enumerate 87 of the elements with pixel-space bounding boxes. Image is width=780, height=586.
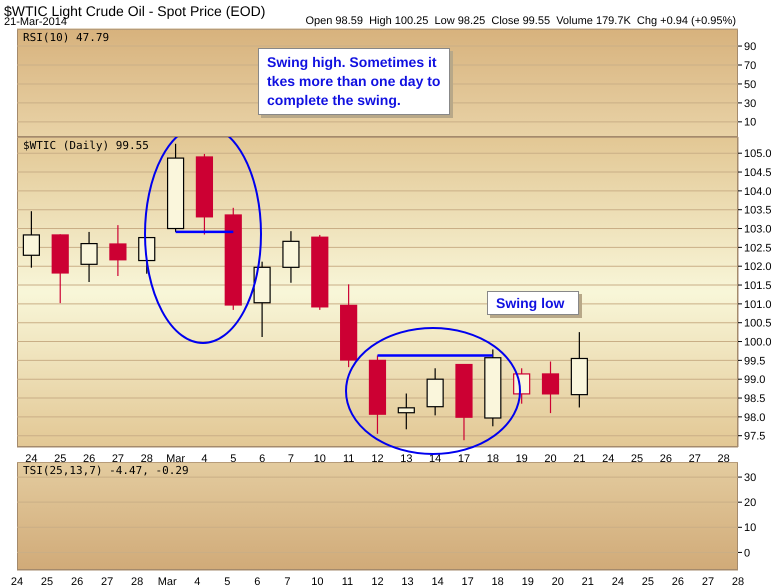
x-tick-label: Mar — [166, 452, 186, 465]
y-axis-title: TSI(25,13,7) -4.47, -0.29 — [23, 464, 189, 477]
x-tick-label: 26 — [660, 452, 672, 465]
y-axis-title: $WTIC (Daily) 99.55 — [23, 139, 149, 152]
y-tick-label: 10 — [744, 116, 756, 129]
x-tick-label: 26 — [82, 452, 96, 465]
y-tick-label: 70 — [744, 60, 756, 72]
y-tick-label: 102.5 — [744, 242, 772, 254]
x-tick-label: 6 — [254, 576, 260, 586]
x-tick-label: 25 — [630, 452, 644, 465]
x-tick-label: 24 — [612, 576, 624, 586]
x-tick-label: 25 — [642, 576, 654, 586]
x-tick-label: 27 — [702, 576, 714, 586]
y-tick-label: 90 — [744, 40, 756, 53]
x-tick-label: 26 — [70, 576, 84, 586]
x-tick-label: 24 — [25, 452, 38, 465]
y-tick-label: 99.0 — [744, 374, 766, 386]
y-tick-label: 102.0 — [744, 261, 772, 274]
y-tick-label: 103.5 — [744, 204, 772, 217]
x-tick-label: 19 — [522, 576, 534, 586]
x-tick-label: 26 — [672, 576, 684, 586]
y-tick-label: 30 — [744, 98, 756, 110]
x-tick-label: 10 — [311, 576, 324, 586]
x-tick-label: 14 — [431, 576, 444, 586]
x-tick-label: 28 — [717, 452, 730, 465]
y-tick-label: 105.0 — [744, 148, 772, 160]
x-tick-label: 14 — [429, 452, 442, 465]
x-tick-label: 20 — [552, 576, 564, 586]
x-tick-label: 11 — [342, 576, 354, 586]
x-tick-label: 12 — [371, 452, 384, 465]
y-tick-label: 97.5 — [744, 430, 766, 443]
y-tick-label: 104.5 — [744, 166, 772, 179]
candlestick — [109, 224, 127, 277]
x-tick-label: 27 — [112, 452, 124, 465]
x-tick-label: 25 — [40, 576, 54, 586]
y-tick-label: 101.0 — [744, 298, 772, 311]
y-axis-title: RSI(10) 47.79 — [23, 31, 110, 44]
y-tick-label: 98.0 — [744, 412, 766, 424]
y-tick-label: 30 — [744, 472, 756, 484]
y-tick-label: 101.5 — [744, 280, 772, 292]
y-tick-label: 99.5 — [744, 355, 766, 368]
x-tick-label: 7 — [288, 452, 294, 465]
x-tick-label: 28 — [140, 452, 153, 465]
candlestick — [80, 231, 98, 283]
annotation: Swing low — [487, 291, 579, 315]
x-tick-label: 19 — [516, 452, 528, 465]
x-tick-label: Mar — [158, 576, 178, 586]
y-tick-label: 0 — [744, 547, 750, 560]
x-tick-label: 4 — [201, 452, 208, 465]
x-tick-label: 27 — [688, 452, 701, 465]
x-tick-label: 21 — [582, 576, 594, 586]
x-tick-label: 17 — [462, 576, 474, 586]
y-tick-label: 104.0 — [744, 186, 772, 198]
x-tick-label: 24 — [10, 576, 24, 586]
x-tick-label: 21 — [573, 452, 586, 465]
x-tick-label: 28 — [732, 576, 744, 586]
x-tick-label: 5 — [224, 576, 230, 586]
y-tick-label: 98.5 — [744, 392, 766, 405]
x-tick-label: 25 — [54, 452, 66, 465]
y-tick-label: 100.5 — [744, 318, 772, 330]
x-tick-label: 17 — [458, 452, 470, 465]
x-tick-label: 18 — [492, 576, 504, 586]
x-tick-label: 12 — [371, 576, 384, 586]
x-tick-label: 5 — [230, 452, 236, 465]
x-tick-label: 24 — [602, 452, 614, 465]
candlestick — [22, 210, 40, 268]
x-tick-label: 10 — [314, 452, 326, 465]
x-tick-label: 20 — [544, 452, 557, 465]
x-tick-label: 27 — [101, 576, 114, 586]
x-tick-label: 6 — [259, 452, 266, 465]
x-tick-label: 28 — [131, 576, 144, 586]
y-tick-label: 50 — [744, 78, 756, 91]
x-tick-label: 11 — [342, 452, 354, 465]
y-tick-label: 10 — [744, 522, 756, 534]
text: Open 98.59 High 100.25 Low 98.25 Close 99.55 Volume 179.7K Chg +0.94 (+0.95%) — [305, 15, 736, 27]
candlestick — [398, 392, 415, 430]
x-tick-label: 4 — [194, 576, 200, 586]
chart-subtitle: 21-Mar-2014 — [4, 16, 67, 28]
y-tick-label: 20 — [744, 497, 756, 510]
y-tick-label: 103.0 — [744, 223, 772, 236]
x-tick-label: 7 — [284, 576, 290, 586]
x-tick-label: 13 — [401, 576, 414, 586]
y-tick-label: 100.0 — [744, 336, 772, 348]
x-tick-label: 18 — [486, 452, 499, 465]
annotation: Swing high. Sometimes it tkes more than one day to complete the swing. — [258, 48, 450, 115]
candlestick — [542, 360, 560, 414]
x-tick-label: 13 — [400, 452, 412, 465]
